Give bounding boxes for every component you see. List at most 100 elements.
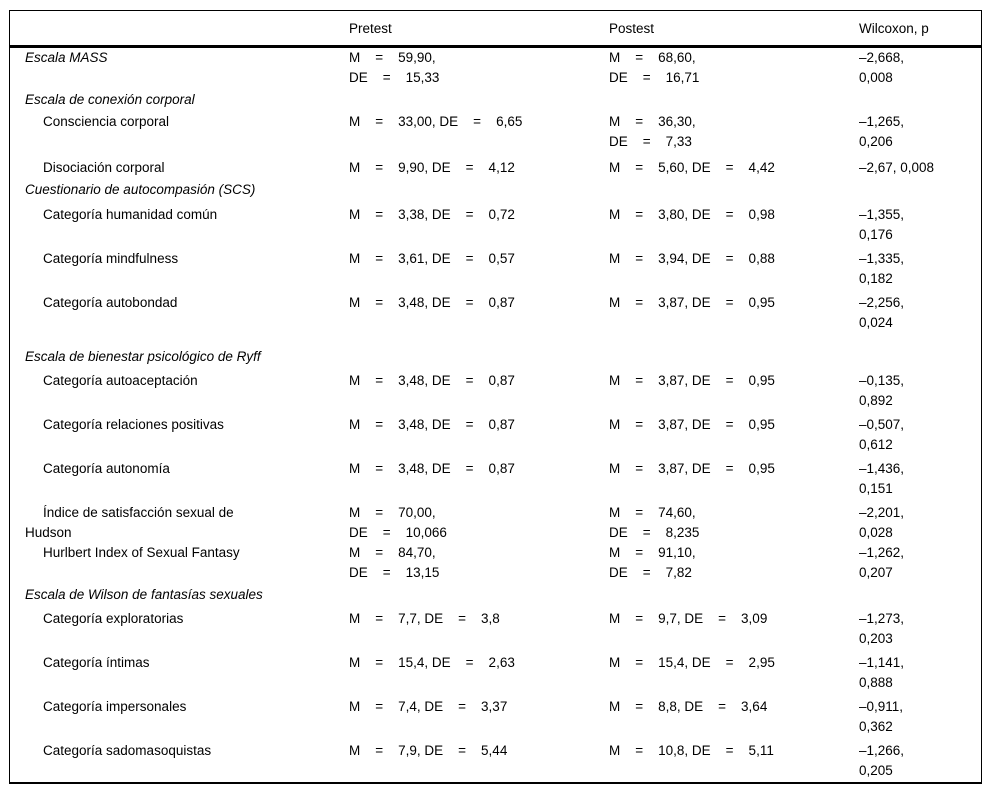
wilcoxon-cell: –1,141, 0,888	[859, 655, 905, 690]
wilcoxon-cell: –0,135, 0,892	[859, 373, 905, 408]
table-row: Categoría sadomasoquistas M = 7,9, DE = …	[10, 741, 981, 781]
row-label: Categoría mindfulness	[43, 251, 179, 266]
row-label: Escala de bienestar psicológico de Ryff	[25, 349, 261, 364]
wilcoxon-cell: –2,256, 0,024	[859, 295, 905, 330]
postest-cell	[609, 585, 859, 605]
pretest-cell: M = 7,7, DE = 3,8	[349, 611, 500, 626]
row-label: Categoría sadomasoquistas	[43, 743, 212, 758]
wilcoxon-cell	[859, 347, 981, 367]
row-label: Categoría íntimas	[43, 655, 150, 670]
wilcoxon-cell	[859, 180, 981, 200]
table-row: Escala MASS M = 59,90, DE = 15,33 M = 68…	[10, 48, 981, 88]
table-row: Categoría humanidad común M = 3,38, DE =…	[10, 205, 981, 245]
pretest-cell: M = 70,00, DE = 10,066	[349, 505, 447, 540]
row-label: Categoría relaciones positivas	[43, 417, 224, 432]
pretest-cell: M = 3,48, DE = 0,87	[349, 461, 515, 476]
row-label: Escala de Wilson de fantasías sexuales	[25, 587, 263, 602]
row-label: Categoría autoaceptación	[43, 373, 198, 388]
row-label: Categoría exploratorias	[43, 611, 184, 626]
pretest-cell	[349, 585, 609, 605]
results-table: Pretest Postest Wilcoxon, p Escala MASS …	[9, 10, 982, 784]
table-row: Cuestionario de autocompasión (SCS)	[10, 180, 981, 200]
table-row: Categoría relaciones positivas M = 3,48,…	[10, 415, 981, 455]
wilcoxon-cell: –2,201, 0,028	[859, 505, 905, 540]
postest-cell: M = 3,94, DE = 0,88	[609, 251, 775, 266]
postest-cell	[609, 180, 859, 200]
table-row: Categoría exploratorias M = 7,7, DE = 3,…	[10, 609, 981, 649]
pretest-cell	[349, 90, 609, 110]
pretest-cell: M = 84,70, DE = 13,15	[349, 545, 440, 580]
pretest-cell: M = 59,90, DE = 15,33	[349, 50, 440, 85]
postest-cell: M = 8,8, DE = 3,64	[609, 699, 768, 714]
wilcoxon-cell: –1,266, 0,205	[859, 743, 905, 778]
table-row: Categoría autonomía M = 3,48, DE = 0,87 …	[10, 459, 981, 499]
pretest-cell: M = 3,48, DE = 0,87	[349, 373, 515, 388]
column-header-postest: Postest	[609, 21, 655, 36]
wilcoxon-cell: –1,335, 0,182	[859, 251, 905, 286]
wilcoxon-cell	[859, 585, 981, 605]
pretest-cell: M = 3,61, DE = 0,57	[349, 251, 515, 266]
postest-cell: M = 68,60, DE = 16,71	[609, 50, 700, 85]
table-body: Escala MASS M = 59,90, DE = 15,33 M = 68…	[10, 48, 981, 782]
row-label: Hurlbert Index of Sexual Fantasy	[43, 545, 240, 560]
wilcoxon-cell: –2,668, 0,008	[859, 50, 905, 85]
pretest-cell: M = 3,48, DE = 0,87	[349, 295, 515, 310]
table-row: Consciencia corporal M = 33,00, DE = 6,6…	[10, 112, 981, 152]
row-label: Categoría impersonales	[43, 699, 187, 714]
row-label: Disociación corporal	[43, 160, 165, 175]
postest-cell: M = 3,87, DE = 0,95	[609, 417, 775, 432]
postest-cell: M = 3,80, DE = 0,98	[609, 207, 775, 222]
pretest-cell	[349, 347, 609, 367]
column-header-empty	[10, 19, 349, 39]
postest-cell: M = 3,87, DE = 0,95	[609, 461, 775, 476]
table-row: Índice de satisfacción sexual de Hudson …	[10, 503, 981, 543]
pretest-cell: M = 3,38, DE = 0,72	[349, 207, 515, 222]
row-label: Escala MASS	[25, 50, 108, 65]
wilcoxon-cell	[859, 90, 981, 110]
postest-cell: M = 74,60, DE = 8,235	[609, 505, 700, 540]
table-row: Categoría autobondad M = 3,48, DE = 0,87…	[10, 293, 981, 333]
wilcoxon-cell: –1,273, 0,203	[859, 611, 905, 646]
postest-cell	[609, 90, 859, 110]
row-label: Categoría autobondad	[43, 295, 178, 310]
postest-cell: M = 10,8, DE = 5,11	[609, 743, 774, 758]
row-label: Escala de conexión corporal	[25, 92, 195, 107]
pretest-cell: M = 3,48, DE = 0,87	[349, 417, 515, 432]
wilcoxon-cell: –0,911, 0,362	[859, 699, 904, 734]
pretest-cell	[349, 180, 609, 200]
table-row: Escala de bienestar psicológico de Ryff	[10, 347, 981, 367]
pretest-cell: M = 7,4, DE = 3,37	[349, 699, 508, 714]
pretest-cell: M = 9,90, DE = 4,12	[349, 160, 515, 175]
table-row: Escala de conexión corporal	[10, 90, 981, 110]
postest-cell: M = 15,4, DE = 2,95	[609, 655, 775, 670]
wilcoxon-cell: –1,265, 0,206	[859, 114, 905, 149]
pretest-cell: M = 33,00, DE = 6,65	[349, 114, 523, 129]
column-header-wilcoxon-p: Wilcoxon, p	[859, 21, 929, 36]
row-label: Categoría humanidad común	[43, 207, 218, 222]
postest-cell: M = 3,87, DE = 0,95	[609, 295, 775, 310]
postest-cell: M = 3,87, DE = 0,95	[609, 373, 775, 388]
wilcoxon-cell: –0,507, 0,612	[859, 417, 905, 452]
table-row: Categoría impersonales M = 7,4, DE = 3,3…	[10, 697, 981, 737]
postest-cell	[609, 347, 859, 367]
row-label: Categoría autonomía	[43, 461, 170, 476]
postest-cell: M = 5,60, DE = 4,42	[609, 160, 775, 175]
column-header-pretest: Pretest	[349, 21, 392, 36]
wilcoxon-cell: –2,67, 0,008	[859, 160, 935, 175]
row-label: Índice de satisfacción sexual de Hudson	[25, 505, 234, 540]
table-header-row: Pretest Postest Wilcoxon, p	[10, 11, 981, 48]
table-row: Escala de Wilson de fantasías sexuales	[10, 585, 981, 605]
wilcoxon-cell: –1,436, 0,151	[859, 461, 905, 496]
table-row: Hurlbert Index of Sexual Fantasy M = 84,…	[10, 543, 981, 583]
pretest-cell: M = 15,4, DE = 2,63	[349, 655, 515, 670]
postest-cell: M = 9,7, DE = 3,09	[609, 611, 768, 626]
table-row: Categoría íntimas M = 15,4, DE = 2,63 M …	[10, 653, 981, 693]
wilcoxon-cell: –1,355, 0,176	[859, 207, 905, 242]
row-label: Cuestionario de autocompasión (SCS)	[25, 182, 256, 197]
postest-cell: M = 36,30, DE = 7,33	[609, 114, 696, 149]
wilcoxon-cell: –1,262, 0,207	[859, 545, 905, 580]
table-row: Disociación corporal M = 9,90, DE = 4,12…	[10, 158, 981, 178]
row-label: Consciencia corporal	[43, 114, 170, 129]
postest-cell: M = 91,10, DE = 7,82	[609, 545, 696, 580]
